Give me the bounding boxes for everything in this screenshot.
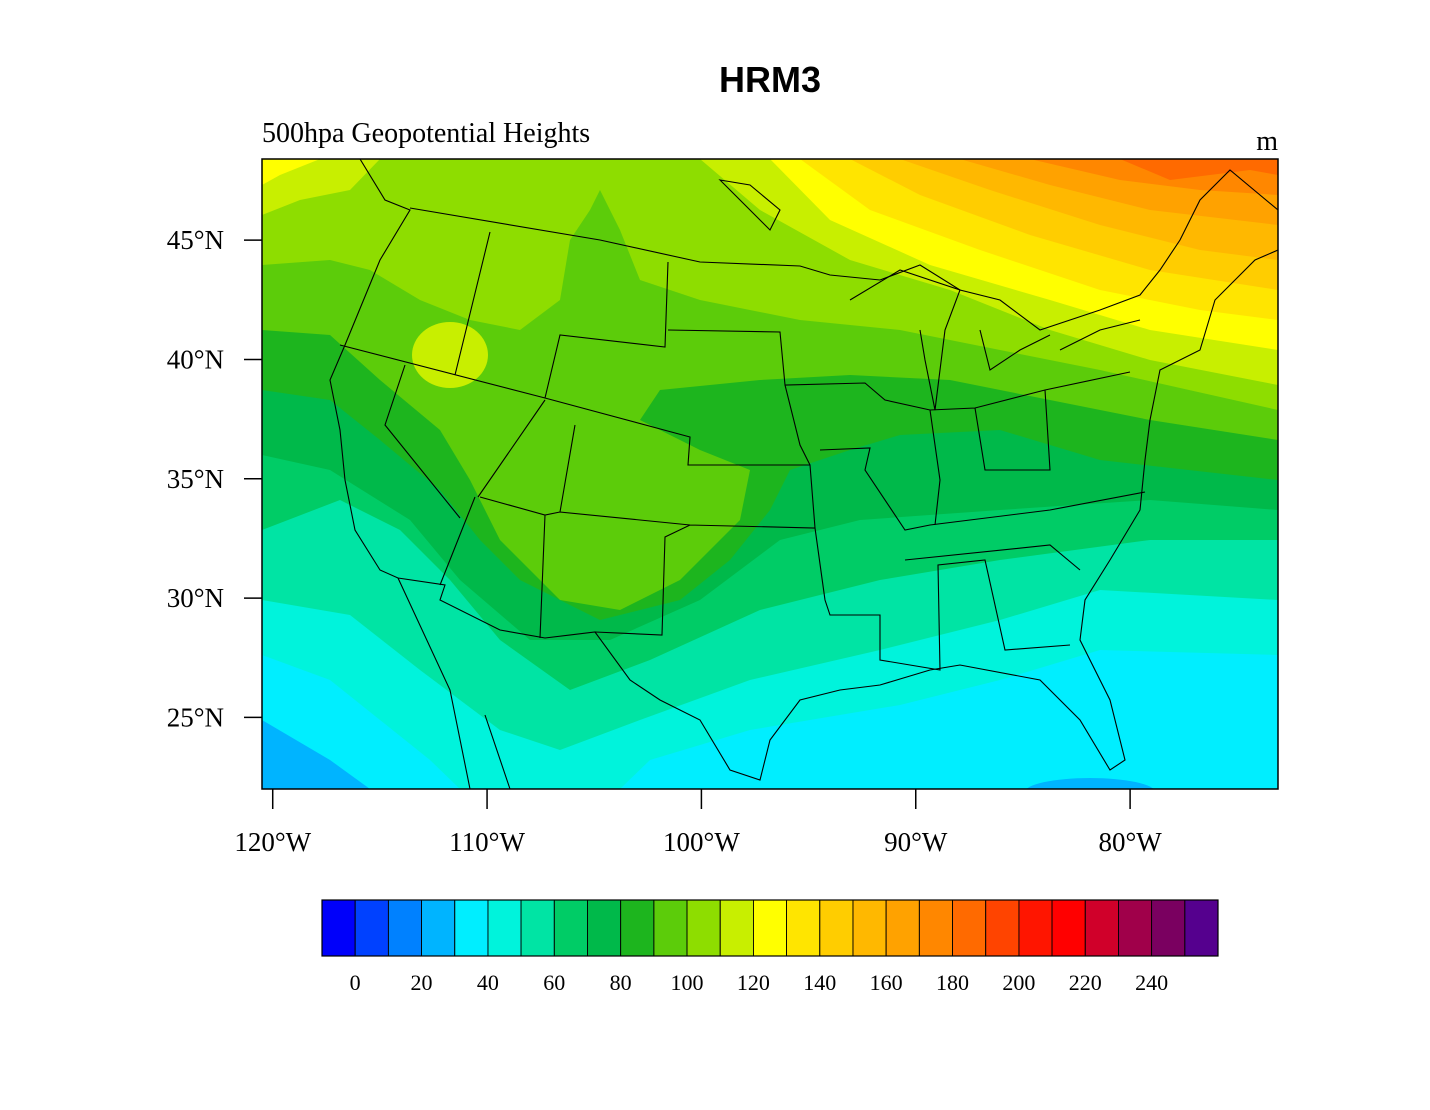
- colorbar-box: [1018, 899, 1053, 957]
- lat-tick-label: 30°N: [167, 583, 224, 613]
- colorbar-frame: [321, 899, 1219, 957]
- colorbar-box: [1051, 899, 1086, 957]
- lon-tick-label: 90°W: [884, 827, 948, 857]
- subtitle: 500hpa Geopotential Heights: [262, 118, 590, 149]
- colorbar-box: [553, 899, 588, 957]
- colorbar-box: [354, 899, 389, 957]
- colorbar-box: [1084, 899, 1119, 957]
- colorbar-box: [786, 899, 821, 957]
- lon-tick-label: 110°W: [449, 827, 525, 857]
- colorbar-box: [1151, 899, 1186, 957]
- contour-band: [262, 159, 320, 185]
- colorbar-label: 40: [477, 970, 499, 995]
- colorbar-box: [686, 899, 721, 957]
- colorbar: 0 20 40 60 80 100 120 140 160 180 200 220 240: [321, 899, 1219, 995]
- contour-field: [262, 159, 1278, 789]
- colorbar-label: 180: [936, 970, 969, 995]
- colorbar-box: [520, 899, 555, 957]
- colorbar-box: [321, 899, 356, 957]
- colorbar-label: 20: [411, 970, 433, 995]
- colorbar-label: 140: [803, 970, 836, 995]
- colorbar-box: [918, 899, 953, 957]
- colorbar-box: [487, 899, 522, 957]
- lat-tick-label: 25°N: [167, 702, 224, 732]
- contour-band: [1120, 159, 1278, 180]
- colorbar-box: [1118, 899, 1153, 957]
- colorbar-label: 80: [610, 970, 632, 995]
- colorbar-box: [387, 899, 422, 957]
- contour-band: [262, 159, 380, 215]
- colorbar-label: 220: [1069, 970, 1102, 995]
- units: m: [1256, 126, 1278, 157]
- lon-tick-label: 80°W: [1098, 827, 1162, 857]
- axes: 45°N 40°N 35°N 30°N 25°N 120°W 110°W 100°W 90°W 8…: [167, 225, 1163, 857]
- colorbar-label: 0: [350, 970, 361, 995]
- colorbar-box: [587, 899, 622, 957]
- lat-tick-label: 45°N: [167, 225, 224, 255]
- colorbar-box: [885, 899, 920, 957]
- colorbar-box: [653, 899, 688, 957]
- colorbar-box: [454, 899, 489, 957]
- colorbar-label: 120: [737, 970, 770, 995]
- colorbar-box: [421, 899, 456, 957]
- colorbar-box: [819, 899, 854, 957]
- colorbar-label: 100: [671, 970, 704, 995]
- colorbar-box: [719, 899, 754, 957]
- title: HRM3: [719, 59, 821, 100]
- lon-tick-label: 100°W: [663, 827, 740, 857]
- colorbar-label: 200: [1002, 970, 1035, 995]
- lat-tick-label: 40°N: [167, 344, 224, 374]
- colorbar-label: 60: [543, 970, 565, 995]
- colorbar-box: [985, 899, 1020, 957]
- colorbar-label: 240: [1135, 970, 1168, 995]
- lon-tick-label: 120°W: [234, 827, 311, 857]
- contour-band: [412, 322, 488, 388]
- colorbar-box: [852, 899, 887, 957]
- lat-tick-label: 35°N: [167, 464, 224, 494]
- map-frame: [261, 158, 1279, 790]
- contour-band: [262, 720, 370, 789]
- contour-band: [1026, 778, 1154, 789]
- colorbar-box: [952, 899, 987, 957]
- colorbar-label: 160: [870, 970, 903, 995]
- colorbar-box: [620, 899, 655, 957]
- boundaries: [329, 159, 1278, 789]
- colorbar-box: [753, 899, 787, 957]
- colorbar-box: [1184, 899, 1219, 957]
